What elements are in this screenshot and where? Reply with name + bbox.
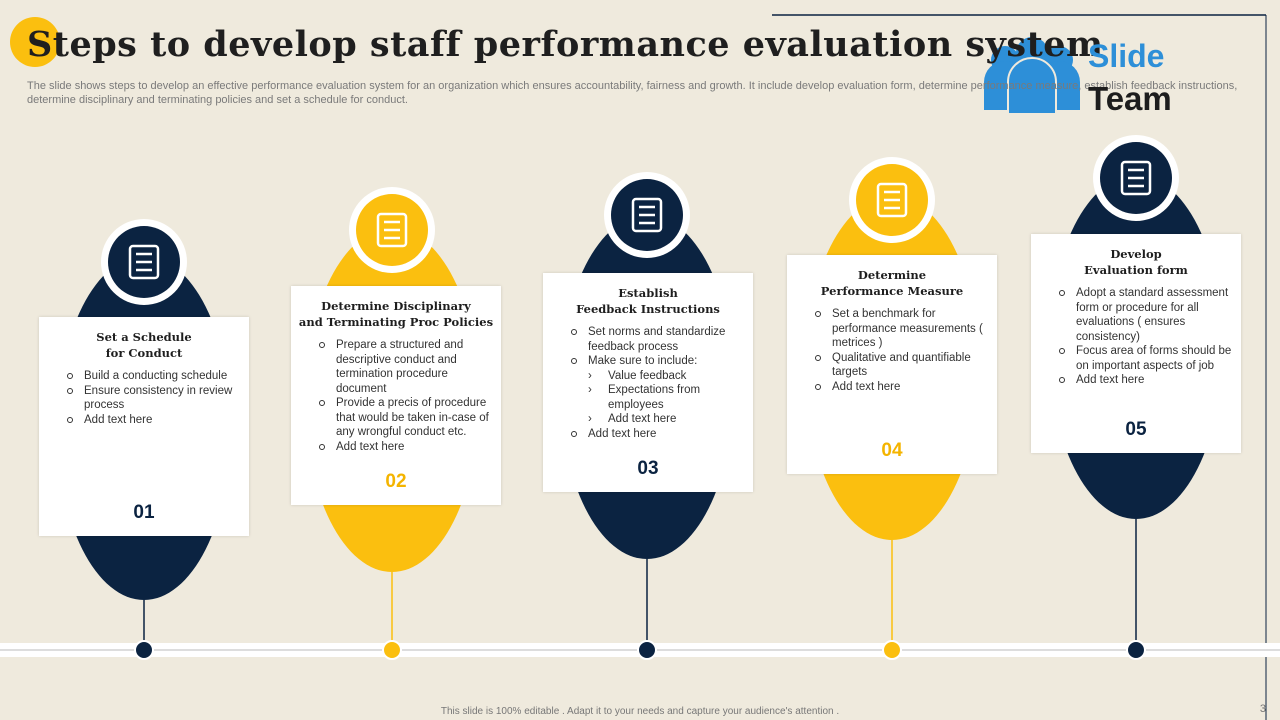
bullet: Add text here	[67, 413, 241, 428]
bullet: Make sure to include:	[571, 354, 745, 369]
bullet: Add text here	[571, 427, 745, 442]
bullet: Prepare a structured and descriptive con…	[319, 338, 493, 396]
step-number: 01	[133, 502, 155, 523]
step-title-line: Develop	[1110, 247, 1162, 261]
timeline-dot	[882, 640, 902, 660]
bullet: Adopt a standard assessment form or proc…	[1059, 286, 1233, 344]
footer: This slide is 100% editable . Adapt it t…	[440, 706, 840, 717]
step-icon	[849, 157, 935, 243]
bullet: Add text here	[1059, 373, 1233, 388]
step-title-line: for Conduct	[105, 346, 183, 360]
step-number: 04	[881, 440, 903, 461]
step-title: Develop Evaluation form	[1031, 246, 1241, 278]
step-title: Determine Performance Measure	[787, 267, 997, 299]
subtitle: The slide shows steps to develop an effe…	[27, 80, 1238, 106]
step-title-line: Set a Schedule	[96, 330, 192, 344]
bullet: Add text here	[815, 380, 989, 395]
bullet-list: Set a benchmark for performance measurem…	[787, 307, 989, 394]
step-card: Set a Schedule for Conduct Build a conduct…	[39, 317, 249, 536]
step-title-line: Performance Measure	[820, 284, 964, 298]
step-icon	[604, 172, 690, 258]
page-number: 3	[1259, 703, 1266, 715]
icon-glyph	[876, 182, 908, 218]
sub-bullet: Expectations from employees	[588, 383, 745, 412]
icon-glyph	[376, 212, 408, 248]
step-title-line: and Terminating Proc Policies	[298, 315, 494, 329]
step-title-line: Determine Disciplinary	[321, 299, 471, 313]
step-icon	[101, 219, 187, 305]
sub-bullet-list: Value feedbackExpectations from employee…	[588, 369, 745, 427]
bullet-list: Set norms and standardize feedback proce…	[543, 325, 745, 441]
step-number: 05	[1125, 419, 1147, 440]
step-card: Determine Disciplinary and Terminating Pr…	[291, 286, 501, 505]
bullet-list: Build a conducting schedule Ensure consis…	[39, 369, 241, 427]
sub-bullet: Value feedback	[588, 369, 745, 384]
bullet: Build a conducting schedule	[67, 369, 241, 384]
step-title: Set a Schedule for Conduct	[39, 329, 249, 361]
bullet: Set a benchmark for performance measurem…	[815, 307, 989, 351]
bullet: Focus area of forms should be on importa…	[1059, 345, 1232, 372]
bullet: Add text here	[319, 440, 493, 455]
bullet-list: Prepare a structured and descriptive con…	[291, 338, 493, 454]
step-title-line: Establish	[618, 286, 678, 300]
bullet: Set norms and standardize feedback proce…	[571, 325, 745, 354]
logo-text: Team	[1088, 80, 1172, 117]
step-card: Establish Feedback Instructions Set norms …	[543, 273, 753, 492]
step-icon	[1093, 135, 1179, 221]
timeline-dot	[1126, 640, 1146, 660]
bullet: Provide a precis of procedure that would…	[319, 396, 493, 440]
timeline-dot	[382, 640, 402, 660]
step-number: 02	[385, 471, 407, 492]
title-accent	[10, 17, 60, 67]
timeline-dot	[637, 640, 657, 660]
bullet: Qualitative and quantifiable targets	[815, 351, 989, 380]
step-card: Develop Evaluation form Adopt a standard a…	[1031, 234, 1241, 453]
logo-text: Slide	[1088, 38, 1165, 74]
sub-bullet: Add text here	[588, 412, 745, 427]
step-title: Determine Disciplinary and Terminating Pr…	[291, 298, 501, 330]
step-card: Determine Performance Measure Set a benchm…	[787, 255, 997, 474]
step-title: Establish Feedback Instructions	[543, 285, 753, 317]
step-icon	[349, 187, 435, 273]
step-title-line: Determine	[857, 268, 927, 282]
step-number: 03	[637, 458, 659, 479]
icon-glyph	[128, 244, 160, 280]
bullet: Ensure consistency in review process	[67, 384, 241, 413]
timeline-dot	[134, 640, 154, 660]
icon-glyph	[1120, 160, 1152, 196]
step-title-line: Evaluation form	[1084, 263, 1188, 277]
logo-icon	[984, 37, 1080, 115]
bullet-list: Adopt a standard assessment form or proc…	[1031, 286, 1233, 388]
step-title-line: Feedback Instructions	[576, 302, 720, 316]
title: Steps to develop staff performance evalu…	[27, 24, 1104, 65]
icon-glyph	[631, 197, 663, 233]
